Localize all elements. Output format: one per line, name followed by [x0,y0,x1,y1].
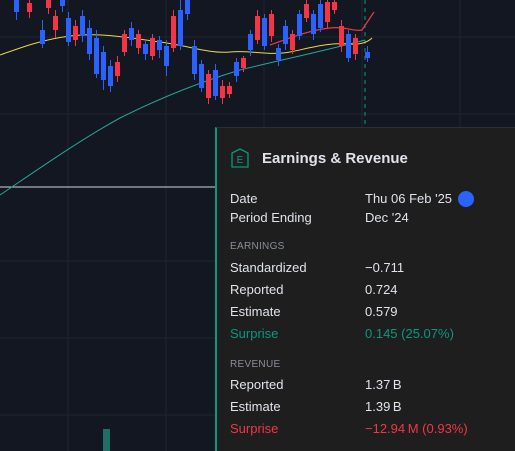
revenue-section-header: REVENUE [230,359,281,370]
candle-body [269,14,274,36]
candle-body [171,16,176,48]
candle-body [365,52,370,58]
earnings-popup: E Earnings & Revenue Date Thu 06 Feb '25… [215,127,515,451]
surprise-label: Surprise [230,326,279,341]
svg-text:E: E [237,155,244,166]
candle-body [129,28,134,40]
candle-body [220,86,225,98]
candle-body [283,26,288,44]
candle-body [185,0,190,14]
candle-body [136,34,141,48]
candle-body [353,38,358,54]
candle-body [227,86,232,94]
surprise-value: 0.145 (25.07%) [365,326,454,341]
period-label: Period Ending [230,210,312,225]
revenue-surprise-label: Surprise [230,421,279,436]
candle-body [101,52,106,80]
candle-body [318,4,323,28]
candle-body [241,58,246,68]
candle-body [94,38,99,74]
candle-body [297,14,302,36]
candle-body [213,70,218,96]
candle-body [199,64,204,88]
reported-label: Reported [230,282,284,297]
earnings-section-header: EARNINGS [230,241,285,252]
candle-body [304,4,309,18]
popup-title: Earnings & Revenue [262,149,408,167]
reported-value: 0.724 [365,282,398,297]
candle-body [122,34,127,52]
revenue-surprise-value: −12.94 M (0.93%) [365,421,468,436]
candle-body [234,62,239,76]
moving-average-long [0,39,366,196]
candle-body [164,46,169,66]
revenue-reported-value: 1.37 B [365,377,402,392]
candle-body [255,16,260,40]
candle-body [178,10,183,46]
candle-body [53,16,58,30]
candle-body [311,14,316,34]
candle-body [290,34,295,50]
candle-body [248,34,253,50]
standardized-value: −0.711 [365,260,405,275]
candle-body [87,28,92,54]
candle-body [157,40,162,50]
candle-body [46,0,51,8]
candle-body [325,2,330,22]
candle-body [80,16,85,36]
standardized-label: Standardized [230,260,307,275]
candle-body [150,38,155,56]
revenue-reported-label: Reported [230,377,284,392]
period-value: Dec '24 [365,210,409,225]
estimate-label: Estimate [230,304,281,319]
date-label: Date [230,191,258,206]
candle-body [14,0,19,12]
date-value: Thu 06 Feb '25 [365,190,475,208]
candle-body [40,30,45,44]
candle-body [206,74,211,98]
volume-bar [103,429,110,451]
candle-body [192,46,197,74]
candle-body [143,44,148,54]
candle-body [66,18,71,42]
candle-body [346,34,351,58]
candle-body [108,66,113,86]
candle-body [262,18,267,46]
candle-body [339,26,344,46]
moon-icon [458,190,475,207]
candle-body [27,3,32,12]
candle-body [276,48,281,60]
candle-body [115,62,120,76]
estimate-value: 0.579 [365,304,398,319]
revenue-estimate-label: Estimate [230,399,281,414]
candle-body [73,26,78,40]
candle-body [60,0,65,6]
earnings-badge-icon: E [231,148,249,168]
revenue-estimate-value: 1.39 B [365,399,402,414]
popup-header: E Earnings & Revenue [231,148,408,168]
candle-body [332,2,337,10]
